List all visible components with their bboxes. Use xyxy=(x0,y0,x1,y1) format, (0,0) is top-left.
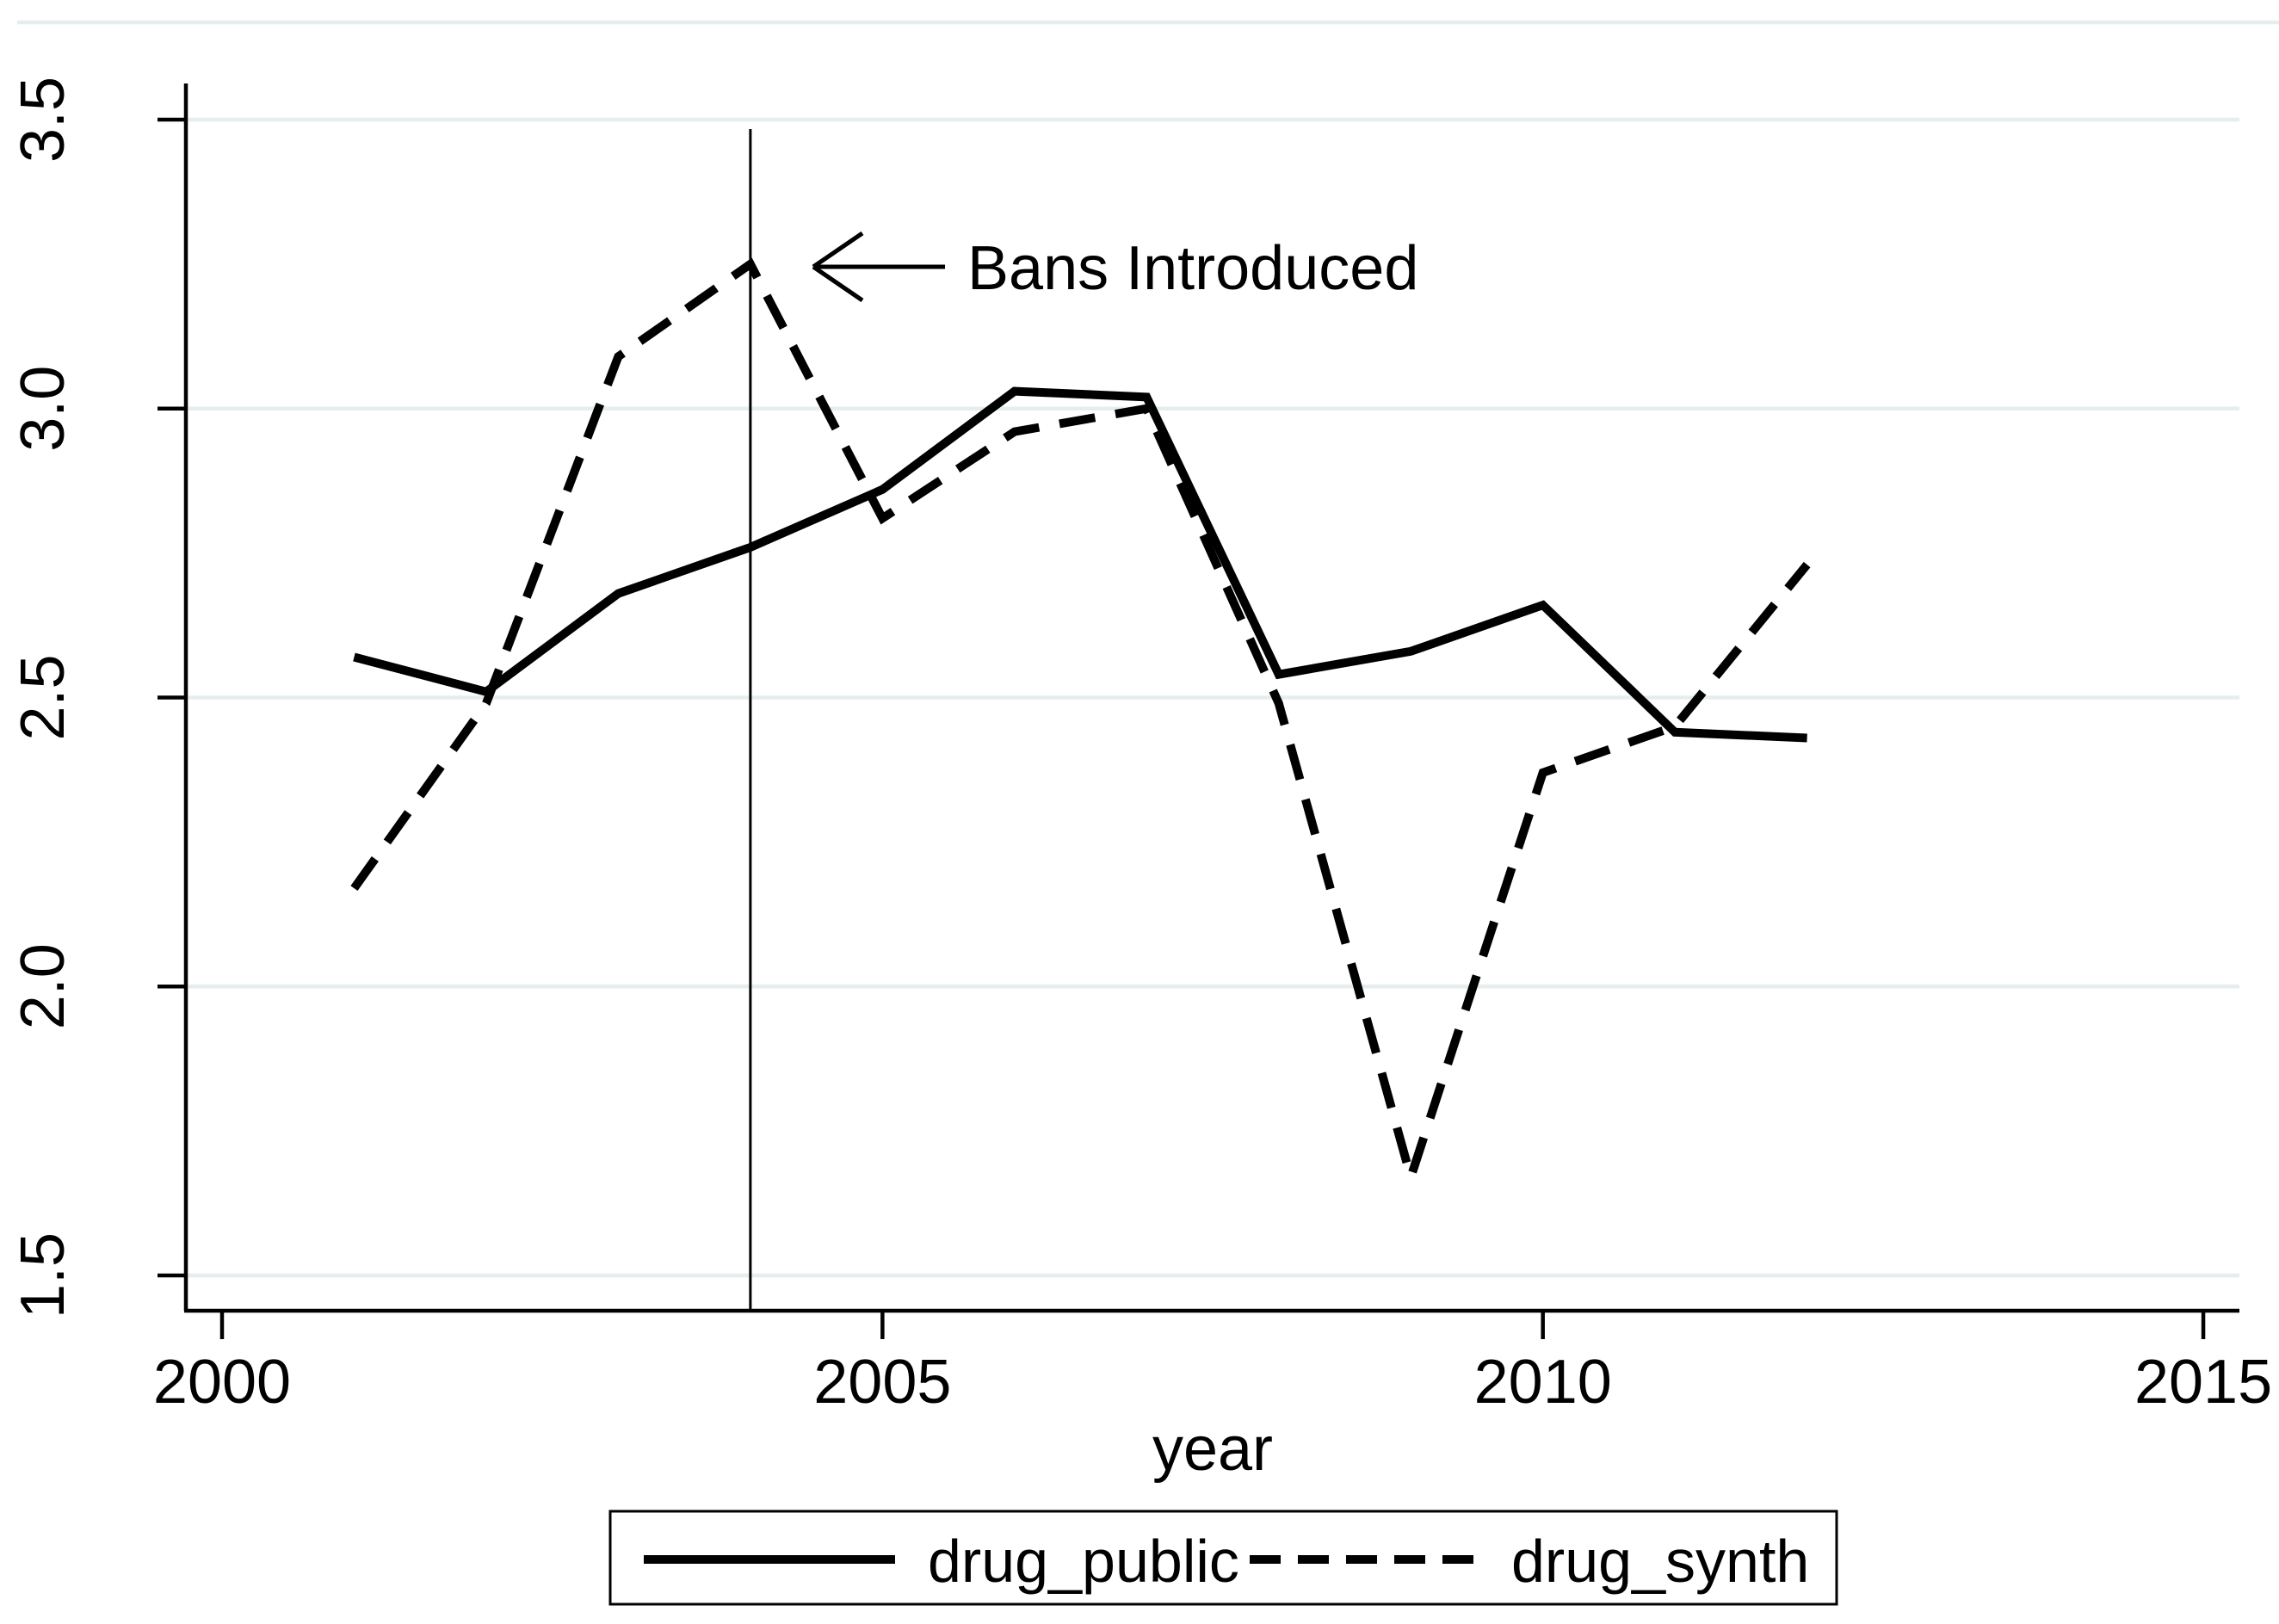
y-tick-label: 2.5 xyxy=(9,654,77,740)
axes-group xyxy=(157,83,2239,1339)
gridlines-group xyxy=(17,20,2279,1278)
x-tick-label: 2000 xyxy=(153,1348,291,1417)
y-tick-label: 3.0 xyxy=(9,366,77,452)
legend-label-drug-public: drug_public xyxy=(928,1528,1239,1595)
x-axis-title: year xyxy=(1152,1415,1273,1484)
x-tick-label: 2015 xyxy=(2134,1348,2272,1417)
legend-label-drug-synth: drug_synth xyxy=(1511,1528,1809,1595)
x-tick-label: 2005 xyxy=(813,1348,951,1417)
annotation-text: Bans Introduced xyxy=(967,234,1418,303)
legend: drug_public drug_synth xyxy=(608,1510,1838,1606)
y-tick-label: 1.5 xyxy=(9,1232,77,1318)
y-tick-label: 3.5 xyxy=(9,77,77,163)
x-tick-label: 2010 xyxy=(1474,1348,1612,1417)
bans-arrow-icon xyxy=(812,231,945,303)
series-line-drug_synth xyxy=(350,257,1811,1193)
series-line-drug_public xyxy=(353,386,1807,743)
legend-box xyxy=(608,1510,1838,1606)
tick-labels-group: 1.5 2.0 2.5 3.0 3.5 2000 2005 2010 2015 xyxy=(9,77,2272,1417)
data-series-group xyxy=(350,257,1811,1193)
y-tick-label: 2.0 xyxy=(9,943,77,1029)
